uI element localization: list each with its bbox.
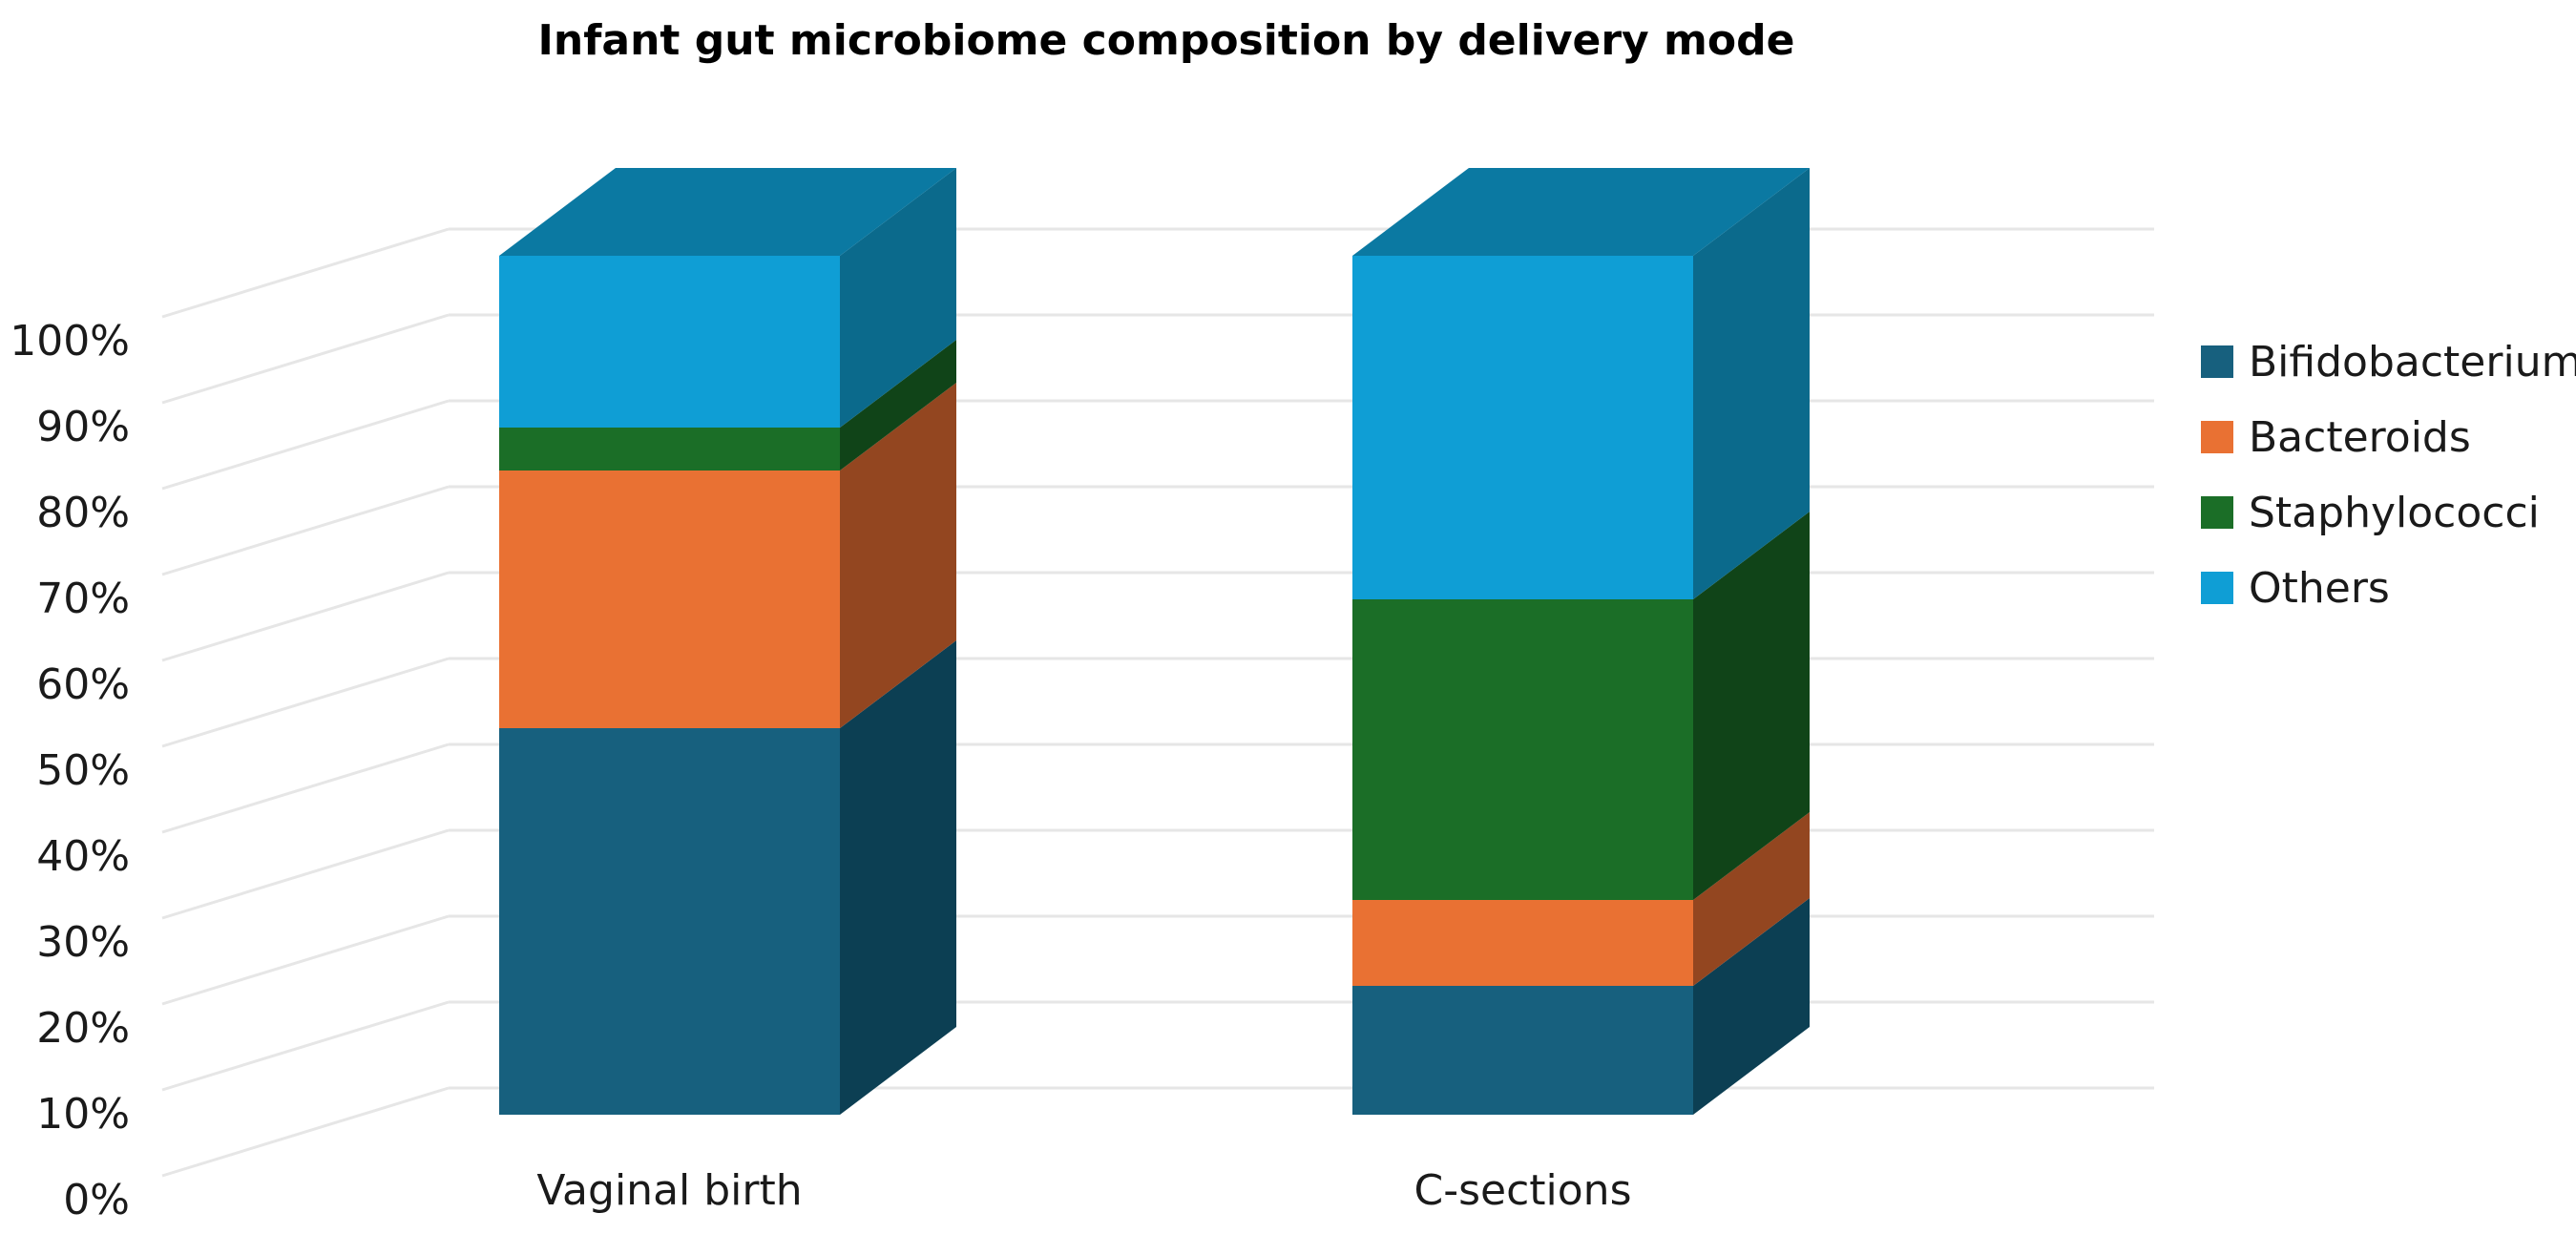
gridline-2: [161, 914, 2154, 1006]
bar-top: [1352, 168, 1810, 256]
x-category-label: Vaginal birth: [536, 1166, 802, 1215]
gridline-9: [161, 313, 2154, 405]
bar-segment: [499, 640, 956, 1115]
bar-front: [1352, 986, 1693, 1115]
legend-swatch: [2201, 345, 2233, 378]
legend-item: Bifidobacterium: [2201, 338, 2576, 387]
bar-top: [499, 168, 956, 256]
bar-side: [840, 383, 956, 728]
bar-front: [1352, 900, 1693, 986]
gridline-5: [161, 657, 2154, 748]
y-tick-label: 70%: [36, 575, 130, 623]
bar-side: [1693, 512, 1810, 900]
bar-segment: [1352, 168, 1810, 599]
bar-side: [1693, 812, 1810, 986]
gridline-0: [161, 1086, 2154, 1178]
bar-segment: [499, 340, 956, 471]
bar-side: [840, 640, 956, 1115]
y-tick-label: 90%: [36, 403, 130, 451]
bar-segment: [1352, 512, 1810, 900]
bar-front: [499, 428, 840, 471]
legend-label: Bacteroids: [2249, 413, 2471, 462]
legend-swatch: [2201, 496, 2233, 529]
gridline-3: [161, 828, 2154, 920]
bar-front: [1352, 256, 1693, 599]
bar-front: [1352, 599, 1693, 900]
y-tick-label: 80%: [36, 489, 130, 537]
gridline-10: [161, 227, 2154, 319]
bar-side: [840, 340, 956, 471]
grid: [161, 227, 2154, 1178]
bar-side: [840, 168, 956, 428]
legend: Bifidobacterium Bacteroids Staphylococci Ot…: [2201, 338, 2576, 613]
bar-front: [499, 256, 840, 428]
bar-segment: [1352, 812, 1810, 986]
bar-side: [1693, 168, 1810, 599]
y-tick-label: 50%: [36, 746, 130, 795]
gridline-7: [161, 485, 2154, 576]
y-tick-label: 100%: [10, 317, 130, 366]
legend-label: Staphylococci: [2249, 489, 2540, 537]
legend-label: Others: [2249, 564, 2390, 613]
x-category-label: C-sections: [1414, 1166, 1632, 1215]
y-tick-label: 0%: [63, 1176, 130, 1224]
bar-segment: [499, 168, 956, 428]
bar-segment: [1352, 898, 1810, 1115]
bar-stack-1: [1352, 168, 1810, 1115]
gridline-1: [161, 1000, 2154, 1092]
legend-label: Bifidobacterium: [2249, 338, 2576, 387]
bar-front: [499, 471, 840, 728]
chart-title: Infant gut microbiome composition by del…: [538, 16, 1795, 65]
gridline-6: [161, 571, 2154, 662]
legend-item: Staphylococci: [2201, 489, 2540, 537]
bars: [499, 168, 1810, 1115]
legend-swatch: [2201, 572, 2233, 604]
y-tick-label: 60%: [36, 660, 130, 709]
bar-segment: [499, 383, 956, 728]
y-tick-label: 30%: [36, 918, 130, 967]
gridline-4: [161, 742, 2154, 834]
legend-item: Bacteroids: [2201, 413, 2471, 462]
gridline-8: [161, 399, 2154, 491]
bar-side: [1693, 898, 1810, 1115]
x-axis-categories: Vaginal birth C-sections: [536, 1166, 1631, 1215]
bar-stack-0: [499, 168, 956, 1115]
y-axis-ticks: 0% 10% 20% 30% 40% 50% 60% 70% 80% 90% 100%: [10, 317, 130, 1224]
y-tick-label: 40%: [36, 832, 130, 881]
y-tick-label: 10%: [36, 1090, 130, 1139]
legend-item: Others: [2201, 564, 2390, 613]
y-tick-label: 20%: [36, 1004, 130, 1053]
bar-front: [499, 728, 840, 1115]
legend-swatch: [2201, 421, 2233, 453]
